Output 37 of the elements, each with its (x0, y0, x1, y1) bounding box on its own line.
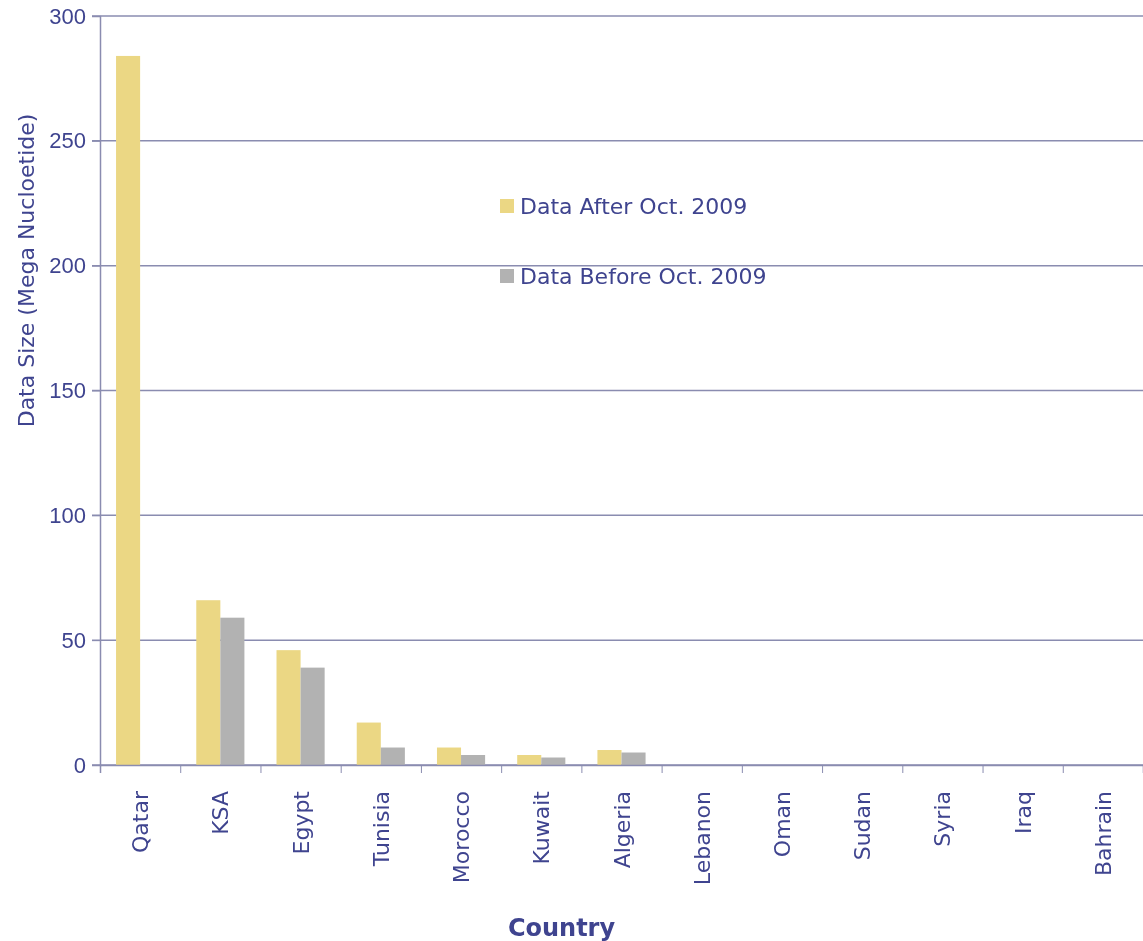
x-tick-label: Oman (769, 791, 795, 858)
x-tick-label: Morocco (449, 791, 475, 884)
bar (116, 55, 141, 765)
x-tick-label: Kuwait (529, 790, 555, 865)
x-tick-label: Bahrain (1090, 791, 1116, 877)
x-tick-label: Sudan (850, 791, 876, 861)
legend-label: Data After Oct. 2009 (520, 194, 748, 219)
legend-label: Data Before Oct. 2009 (520, 264, 767, 289)
bar (541, 757, 566, 765)
bar (461, 755, 486, 765)
bar (517, 755, 542, 765)
y-axis-title: Data Size (Mega Nucloetide) (14, 113, 39, 428)
bar (380, 747, 405, 765)
bar (356, 722, 381, 765)
bar (621, 752, 646, 765)
x-tick-label: Syria (930, 791, 956, 847)
x-tick-label: Qatar (128, 790, 154, 853)
y-tick-label: 200 (49, 253, 86, 279)
bar (276, 650, 301, 765)
x-tick-label: Algeria (609, 791, 635, 869)
bar (196, 600, 221, 765)
x-tick-label: Egypt (288, 790, 314, 855)
y-tick-label: 100 (49, 502, 86, 528)
x-tick-label: Iraq (1010, 791, 1036, 834)
x-axis-title: Country (507, 914, 616, 941)
x-tick-label: KSA (208, 791, 234, 835)
y-tick-label: 250 (49, 128, 86, 154)
bar (597, 750, 622, 765)
y-tick-label: 150 (49, 378, 86, 404)
x-tick-label: Lebanon (689, 791, 715, 886)
bar (436, 747, 462, 765)
y-tick-label: 300 (49, 3, 86, 29)
y-tick-label: 50 (61, 627, 86, 653)
bar (220, 617, 245, 765)
x-tick-label: Tunisia (368, 791, 394, 868)
y-tick-label: 0 (73, 752, 86, 778)
bar (300, 667, 325, 765)
